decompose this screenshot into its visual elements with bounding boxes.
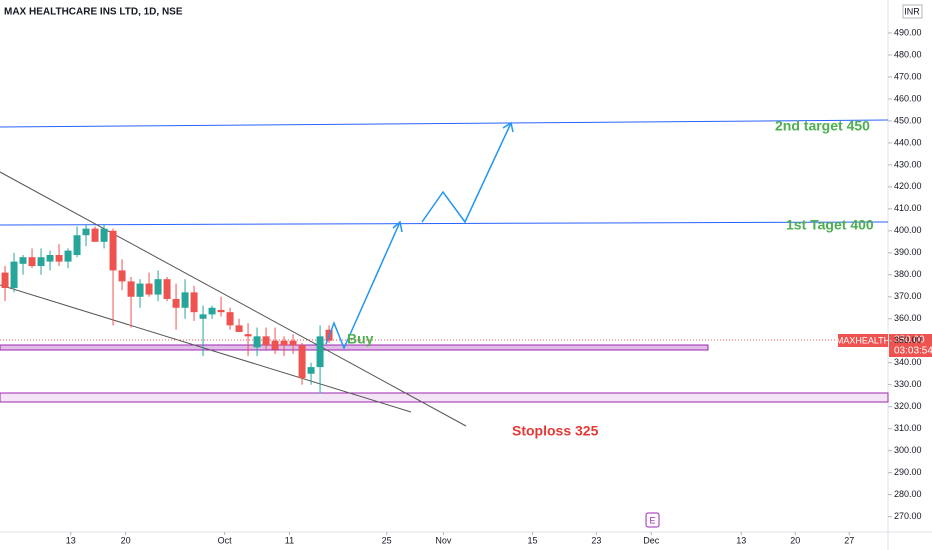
y-tick-label: 460.00 [894, 93, 922, 103]
annotation: Buy [347, 331, 374, 347]
y-tick-label: 320.00 [894, 401, 922, 411]
candle-body [118, 270, 126, 282]
currency-box [902, 4, 923, 19]
y-tick-label: 350.00 [894, 335, 922, 345]
candle-body [136, 283, 144, 297]
candle-body [235, 325, 243, 332]
trendline-upper [0, 171, 467, 427]
candle-body [253, 336, 261, 348]
symbol-label-box [838, 334, 888, 347]
x-tick-label: 27 [844, 535, 854, 545]
candle-body [73, 235, 81, 256]
y-tick-label: 310.00 [894, 423, 922, 433]
trendline-lower [0, 284, 412, 413]
candle-body [316, 336, 324, 368]
projection-path [325, 221, 401, 350]
y-tick-label: 360.00 [894, 313, 922, 323]
candle-body [28, 257, 36, 266]
candle-body [271, 340, 279, 350]
arrow-head [392, 220, 403, 233]
earnings-marker-box [645, 512, 660, 528]
candle-body [181, 292, 189, 308]
candle-body [46, 255, 54, 262]
x-tick-label: 13 [66, 535, 76, 545]
candle-body [307, 367, 315, 374]
y-tick-label: 440.00 [894, 137, 922, 147]
candle-body [19, 257, 27, 264]
candle-body [199, 314, 207, 319]
chart-title: MAX HEALTHCARE INS LTD, 1D, NSE [4, 7, 183, 18]
y-tick-label: 380.00 [894, 269, 922, 279]
projection-path [421, 122, 512, 224]
x-tick-label: 20 [121, 535, 131, 545]
annotation: Stoploss 325 [512, 423, 599, 439]
y-tick-label: 330.00 [894, 379, 922, 389]
candle-body [172, 298, 180, 308]
y-tick-label: 410.00 [894, 203, 922, 213]
candle-body [91, 228, 99, 242]
y-tick-label: 450.00 [894, 115, 922, 125]
x-tick-label: Nov [435, 535, 452, 545]
candle-body [64, 250, 72, 262]
candle-body [244, 334, 252, 337]
countdown: 03:03:54 [894, 346, 932, 357]
earnings-marker: E [649, 515, 655, 525]
symbol-label: MAXHEALTH [836, 335, 890, 345]
support-zone [0, 344, 709, 351]
candle-body [289, 340, 297, 346]
y-tick-label: 480.00 [894, 49, 922, 59]
y-tick-label: 370.00 [894, 291, 922, 301]
y-tick-label: 470.00 [894, 71, 922, 81]
candle-body [55, 255, 63, 262]
x-tick-label: 13 [736, 535, 746, 545]
candle-body [154, 279, 162, 295]
annotation: 1st Taget 400 [786, 217, 874, 233]
candle-body [226, 312, 234, 326]
y-tick-label: 420.00 [894, 181, 922, 191]
x-tick-label: 11 [285, 535, 294, 545]
candle-body [1, 272, 9, 288]
price-label-box [889, 334, 932, 357]
stoploss-zone [0, 392, 889, 403]
candle-body [127, 281, 135, 297]
y-tick-label: 400.00 [894, 225, 922, 235]
y-tick-label: 300.00 [894, 445, 922, 455]
candle-body [145, 283, 153, 295]
arrow-head [502, 121, 514, 133]
candle-body [208, 307, 216, 315]
y-tick-label: 290.00 [894, 467, 922, 477]
price-label: 350.00 [894, 335, 925, 346]
y-tick-label: 490.00 [894, 27, 922, 37]
candle-body [109, 230, 117, 271]
x-tick-label: Oct [218, 535, 233, 545]
candle-body [100, 228, 108, 242]
y-tick-label: 430.00 [894, 159, 922, 169]
y-tick-label: 390.00 [894, 247, 922, 257]
candle-body [217, 309, 225, 313]
y-tick-label: 340.00 [894, 357, 922, 367]
candle-body [82, 228, 90, 236]
candle-body [37, 257, 45, 266]
target-line-2 [0, 119, 889, 128]
target-line-1 [0, 221, 889, 226]
candle-body [190, 292, 198, 313]
candle-body [280, 340, 288, 346]
x-tick-label: 23 [591, 535, 601, 545]
annotation: 2nd target 450 [775, 118, 870, 134]
currency: INR [904, 6, 920, 16]
candle-body [10, 261, 18, 288]
candle-body [262, 336, 270, 346]
x-tick-label: 25 [382, 535, 392, 545]
candle-body [298, 345, 306, 379]
y-tick-label: 280.00 [894, 489, 922, 499]
y-tick-label: 270.00 [894, 511, 922, 521]
x-tick-label: 15 [527, 535, 537, 545]
x-tick-label: 20 [790, 535, 800, 545]
candle-body [163, 279, 171, 299]
x-tick-label: Dec [643, 535, 660, 545]
